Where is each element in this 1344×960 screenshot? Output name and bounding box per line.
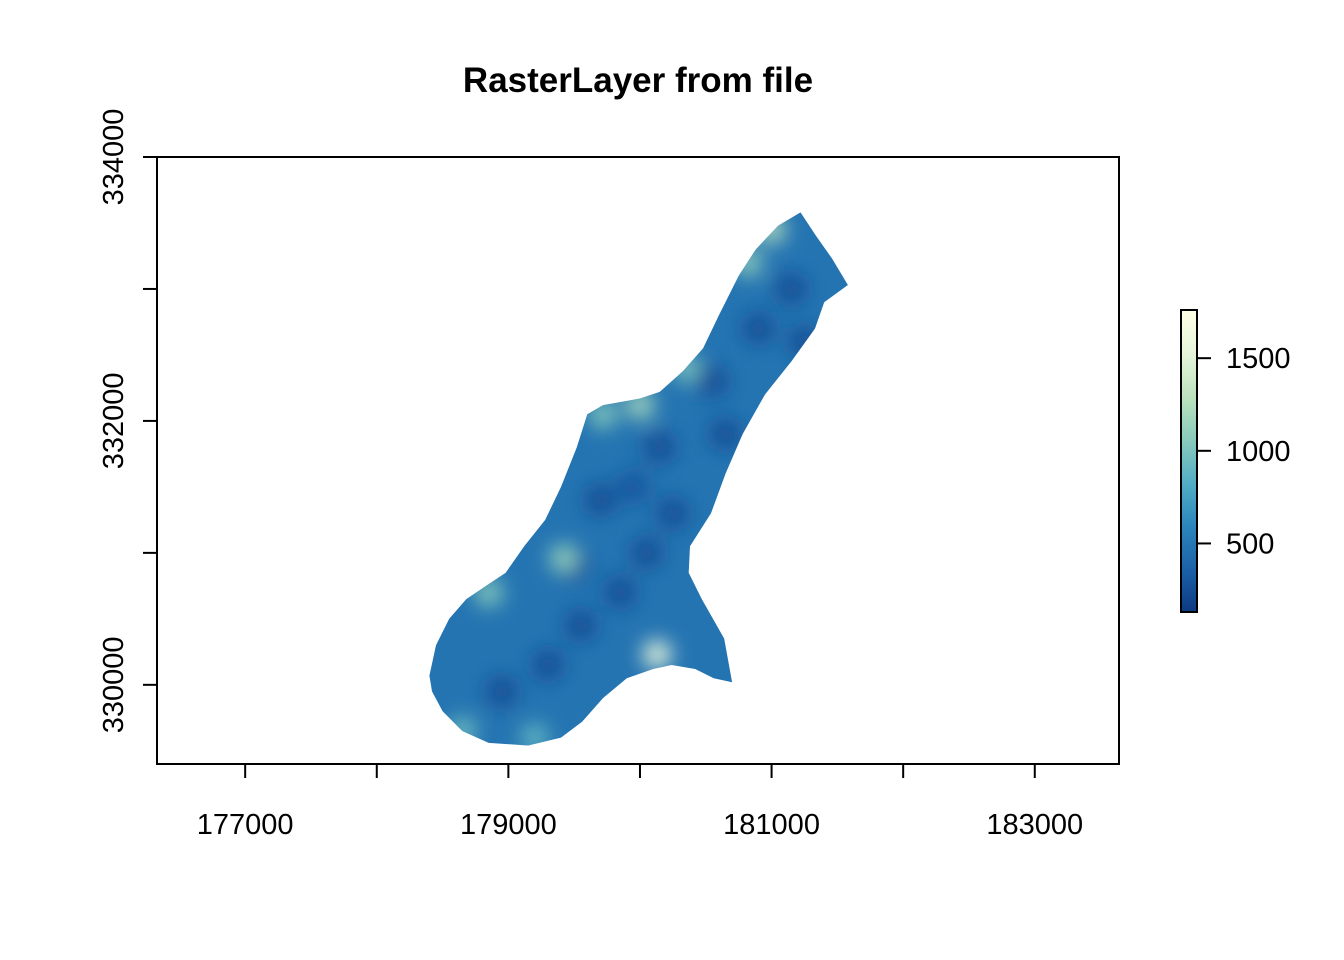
y-tick-label-0: 330000: [98, 636, 130, 733]
raster-lowspot-12: [709, 418, 742, 451]
raster-lowspot-5: [656, 497, 689, 530]
raster-lowspot-3: [604, 576, 637, 609]
x-axis: 177000 179000 181000 183000: [197, 763, 1083, 841]
raster-lowspot-9: [742, 312, 775, 345]
raster-hotspot-3: [625, 391, 654, 420]
raster-lowspot-11: [788, 325, 821, 358]
raster-lowspot-6: [584, 484, 617, 517]
raster-lowspot-4: [630, 536, 663, 569]
raster-hotspot-6: [733, 248, 762, 277]
raster-lowspot-10: [775, 272, 808, 305]
x-tick-label-2: 179000: [460, 809, 557, 841]
raster-hotspot-5: [672, 354, 701, 383]
raster-lowspot-7: [643, 431, 676, 464]
y-axis: 330000 332000 334000: [98, 109, 158, 733]
raster-lowspot-0: [485, 675, 518, 708]
raster-hotspot-7: [757, 215, 786, 244]
legend-tick-label-2: 1500: [1226, 343, 1291, 375]
raster-lowspot-8: [696, 365, 729, 398]
raster-lowspot-13: [617, 470, 650, 503]
raster-lowspot-1: [531, 649, 564, 682]
raster-hotspot-9: [520, 723, 549, 746]
x-tick-label-0: 177000: [197, 809, 294, 841]
y-tick-label-2: 332000: [98, 373, 130, 470]
raster-hotspot-0: [643, 640, 672, 669]
raster-hotspot-4: [589, 400, 618, 429]
legend-colorbar: [1180, 309, 1198, 613]
legend-tick-label-0: 500: [1226, 528, 1274, 560]
x-tick-label-4: 181000: [723, 809, 820, 841]
raster-hotspot-1: [549, 544, 578, 573]
x-tick-label-6: 183000: [986, 809, 1083, 841]
raster-hotspot-2: [474, 578, 503, 607]
color-legend: 500 1000 1500: [1180, 309, 1291, 613]
y-tick-label-4: 334000: [98, 109, 130, 206]
raster-lowspot-2: [564, 609, 597, 642]
raster-hotspot-8: [448, 717, 477, 746]
legend-tick-label-1: 1000: [1226, 436, 1291, 468]
chart-title: RasterLayer from file: [463, 61, 813, 100]
